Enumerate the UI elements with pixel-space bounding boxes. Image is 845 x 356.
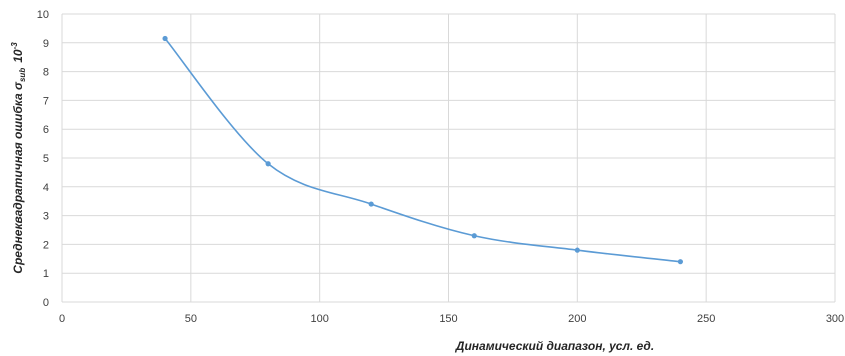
y-tick-label: 0	[43, 297, 49, 309]
grid-layer	[61, 13, 836, 303]
y-tick-label: 7	[43, 95, 49, 107]
data-point	[368, 201, 374, 207]
y-tick-label: 2	[43, 239, 49, 251]
y-tick-label: 3	[43, 211, 49, 223]
y-tick-label: 1	[43, 268, 49, 280]
y-axis-title-exponent: -3	[10, 42, 19, 50]
y-axis-title-subscript: sub	[18, 68, 27, 82]
y-axis-title: Среднеквадратичная ошибка σsub 10-3	[10, 42, 27, 274]
data-point	[574, 247, 580, 253]
x-tick-label: 200	[568, 313, 586, 325]
x-tick-label: 150	[439, 313, 457, 325]
x-axis-title: Динамический диапазон, усл. ед.	[455, 339, 654, 353]
x-tick-label: 100	[310, 313, 328, 325]
y-tick-label: 4	[43, 182, 49, 194]
data-point	[265, 161, 271, 167]
y-axis-title-main: Среднеквадратичная ошибка σ	[11, 81, 25, 274]
y-tick-label: 5	[43, 153, 49, 165]
y-tick-label: 10	[37, 9, 49, 21]
series-line	[164, 37, 681, 263]
data-point	[162, 35, 168, 42]
x-tick-label: 250	[697, 313, 715, 325]
y-axis-title-multiplier: 10	[11, 49, 25, 63]
x-tick-label: 50	[185, 313, 197, 325]
y-tick-label: 6	[43, 124, 49, 136]
data-point	[677, 259, 684, 265]
x-tick-label: 300	[826, 313, 844, 325]
series-layer	[162, 35, 684, 265]
x-tick-label: 0	[59, 313, 65, 325]
y-tick-label: 8	[43, 67, 49, 79]
data-point	[471, 233, 477, 239]
y-tick-label: 9	[43, 38, 49, 50]
